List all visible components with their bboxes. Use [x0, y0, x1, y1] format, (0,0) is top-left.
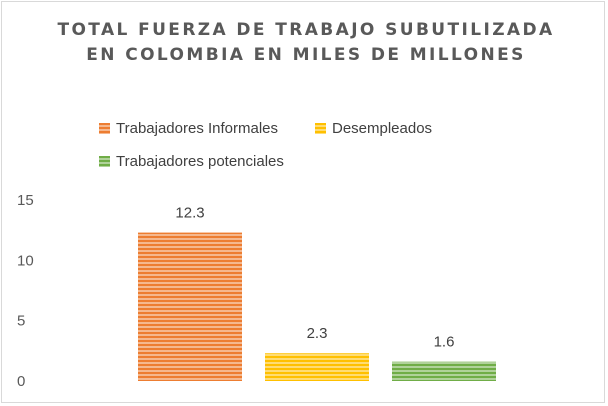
legend-item-potenciales: Trabajadores potenciales — [99, 153, 284, 170]
chart-title: TOTAL FUERZA DE TRABAJO SUBUTILIZADA EN … — [57, 20, 555, 65]
data-label-1: 12.3 — [175, 205, 204, 222]
legend-label-desempleados: Desempleados — [332, 120, 433, 137]
y-tick-label: 15 — [17, 192, 34, 209]
data-label-3: 1.6 — [434, 334, 455, 351]
legend-swatch-desempleados — [315, 123, 326, 134]
y-tick-label: 10 — [17, 252, 34, 269]
legend-swatch-informales — [99, 123, 110, 134]
legend-label-informales: Trabajadores Informales — [116, 120, 279, 137]
bar-1 — [138, 232, 242, 381]
legend-swatch-potenciales — [99, 156, 110, 167]
legend-item-informales: Trabajadores Informales — [99, 120, 278, 137]
bar-3 — [392, 361, 496, 381]
data-label-2: 2.3 — [307, 325, 328, 342]
legend-label-potenciales: Trabajadores potenciales — [116, 153, 284, 170]
y-tick-label: 0 — [17, 373, 25, 390]
legend-item-desempleados: Desempleados — [315, 120, 432, 137]
y-tick-label: 5 — [17, 313, 25, 330]
bar-2 — [265, 353, 369, 381]
